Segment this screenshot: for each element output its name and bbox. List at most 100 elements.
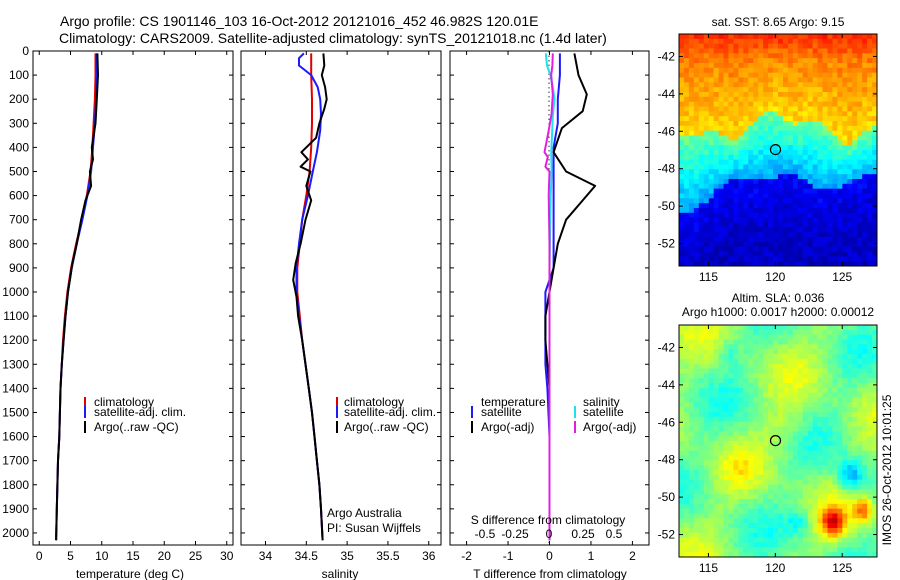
heatmap-cell [812, 479, 819, 486]
sst-map-frame [678, 33, 878, 267]
heatmap-cell [782, 72, 789, 79]
heatmap-cell [708, 34, 715, 40]
heatmap-cell [822, 154, 829, 161]
heatmap-cell [827, 212, 834, 219]
heatmap-cell [867, 339, 873, 345]
heatmap-cell [778, 48, 784, 54]
heatmap-cell [837, 460, 843, 466]
heatmap-cell [748, 445, 754, 452]
heatmap-cell [733, 169, 739, 175]
heatmap-cell [768, 77, 774, 83]
heatmap-cell [733, 426, 739, 432]
heatmap-cell [807, 193, 814, 199]
heatmap-cell [792, 470, 799, 476]
heatmap-cell [763, 373, 769, 379]
heatmap-cell [872, 537, 877, 544]
heatmap-cell [733, 237, 739, 243]
heatmap-cell [802, 489, 809, 495]
heatmap-cell [812, 101, 819, 108]
heatmap-cell [778, 237, 784, 243]
heatmap-cell [728, 130, 735, 137]
heatmap-cell [698, 441, 705, 447]
heatmap-cell [773, 354, 779, 360]
heatmap-cell [842, 111, 848, 117]
heatmap-cell [718, 203, 725, 209]
heatmap-cell [807, 421, 814, 428]
heatmap-cell [713, 436, 720, 442]
heatmap-cell [718, 169, 725, 175]
heatmap-cell [782, 227, 789, 233]
heatmap-cell [708, 237, 715, 243]
heatmap-cell [713, 101, 720, 108]
heatmap-cell [738, 174, 744, 180]
heatmap-cell [693, 121, 700, 127]
heatmap-cell [748, 426, 754, 432]
heatmap-cell [797, 436, 804, 442]
heatmap-cell [792, 431, 799, 437]
heatmap-cell [768, 373, 774, 379]
heatmap-cell [753, 101, 759, 108]
heatmap-cell [743, 256, 749, 262]
heatmap-cell [713, 474, 720, 481]
heatmap-cell [679, 383, 685, 389]
heatmap-cell [792, 513, 799, 519]
heatmap-cell [713, 542, 720, 548]
heatmap-cell [797, 499, 804, 505]
heatmap-cell [733, 251, 739, 257]
heatmap-cell [763, 150, 769, 156]
heatmap-cell [768, 164, 774, 170]
heatmap-cell [812, 48, 819, 54]
heatmap-cell [792, 58, 799, 64]
heatmap-cell [852, 256, 858, 262]
heatmap-cell [703, 63, 710, 69]
heatmap-cell [688, 436, 695, 442]
heatmap-cell [718, 334, 725, 341]
heatmap-cell [837, 523, 843, 529]
heatmap-cell [867, 542, 873, 548]
heatmap-cell [847, 145, 853, 151]
heatmap-cell [768, 169, 774, 175]
heatmap-cell [787, 169, 794, 175]
heatmap-cell [733, 368, 739, 374]
heatmap-cell [763, 169, 769, 175]
heatmap-cell [763, 203, 769, 209]
heatmap-cell [703, 106, 710, 112]
heatmap-cell [683, 494, 690, 500]
heatmap-cell [807, 53, 814, 59]
heatmap-cell [688, 387, 695, 394]
heatmap-cell [857, 547, 863, 553]
heatmap-cell [817, 130, 824, 137]
heatmap-cell [822, 246, 829, 253]
heatmap-cell [773, 169, 779, 175]
heatmap-cell [837, 441, 843, 447]
heatmap-cell [773, 106, 779, 112]
heatmap-cell [778, 465, 784, 471]
heatmap-cell [827, 450, 834, 457]
heatmap-cell [698, 378, 705, 384]
heatmap-cell [822, 87, 829, 93]
heatmap-cell [832, 67, 838, 74]
heatmap-cell [857, 125, 863, 132]
heatmap-cell [718, 503, 725, 510]
heatmap-cell [872, 261, 877, 266]
heatmap-cell [708, 523, 715, 529]
heatmap-cell [723, 397, 730, 403]
heatmap-cell [842, 121, 848, 127]
heatmap-cell [797, 363, 804, 370]
heatmap-cell [782, 179, 789, 185]
heatmap-cell [768, 407, 774, 413]
heatmap-cell [693, 508, 700, 515]
heatmap-cell [842, 72, 848, 79]
heatmap-cell [847, 334, 853, 341]
heatmap-cell [743, 111, 749, 117]
heatmap-cell [773, 450, 779, 457]
heatmap-cell [748, 552, 754, 557]
heatmap-cell [733, 416, 739, 423]
heatmap-cell [822, 412, 829, 418]
heatmap-cell [837, 72, 843, 79]
heatmap-cell [837, 96, 843, 103]
heatmap-cell [693, 547, 700, 553]
heatmap-cell [862, 470, 868, 476]
heatmap-cell [817, 92, 824, 98]
heatmap-cell [683, 232, 690, 238]
